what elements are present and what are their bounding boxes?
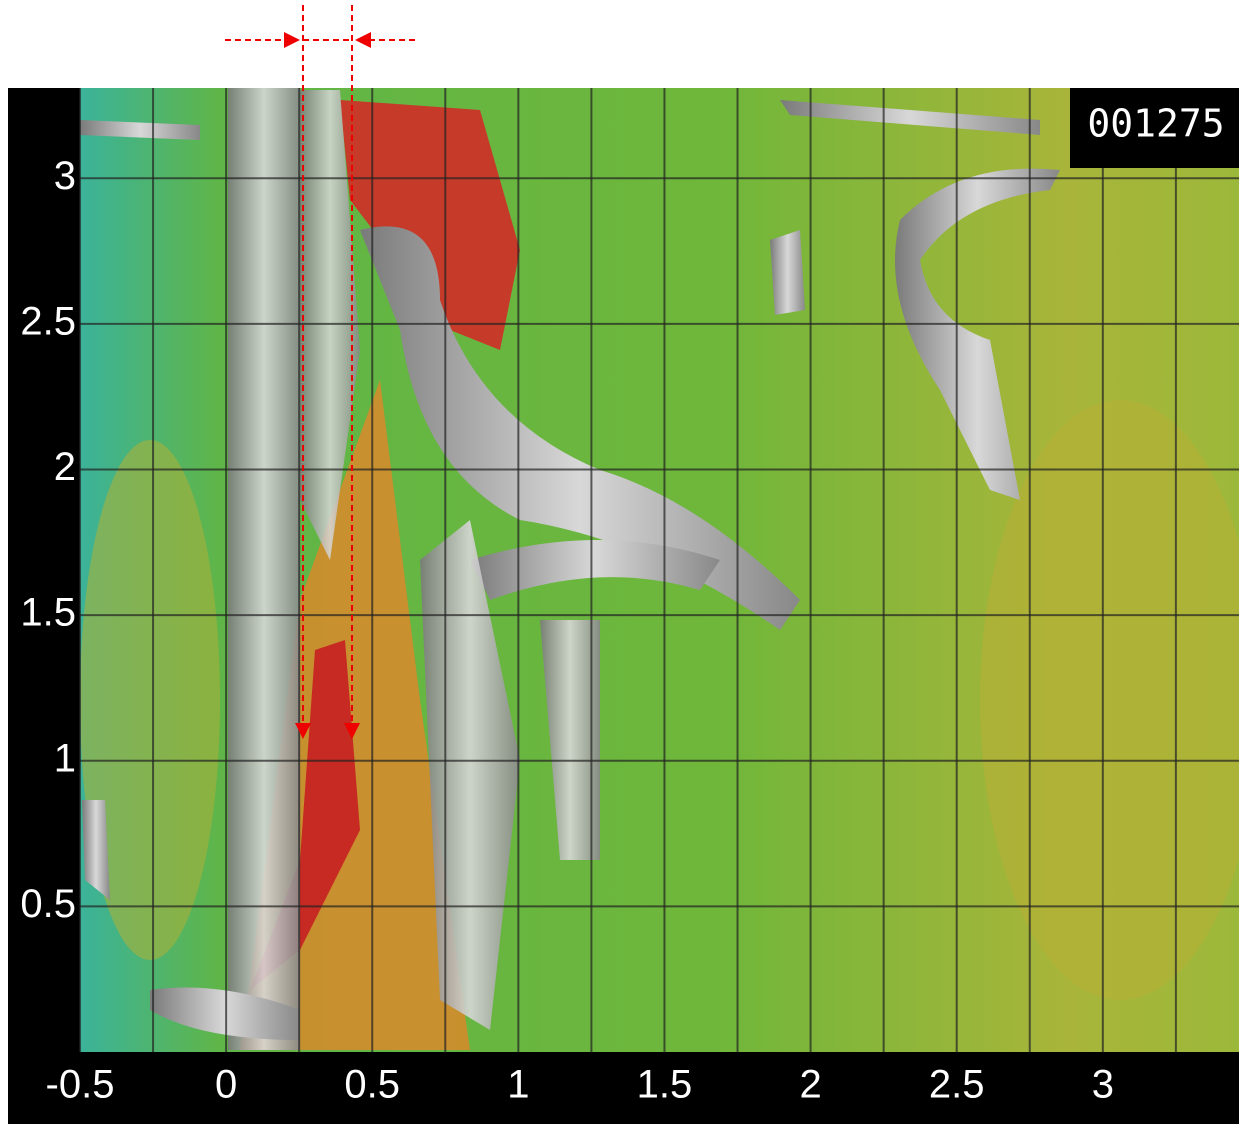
x-tick-label: 0.5 (344, 1063, 400, 1107)
y-tick-label: 1 (54, 736, 76, 780)
x-tick-label: 1 (507, 1063, 529, 1107)
figure: 001275 -0.5 0 0.5 1 1.5 2 2.5 3 0.5 1 1.5 2 2.5 3 (0, 0, 1239, 1124)
x-tick-label: 2 (799, 1063, 821, 1107)
x-tick-label: 0 (215, 1063, 237, 1107)
y-tick-label: 2 (54, 445, 76, 489)
y-tick-label: 0.5 (20, 882, 76, 926)
y-tick-label: 2.5 (20, 299, 76, 343)
x-tick-label: 1.5 (637, 1063, 693, 1107)
x-tick-label: 3 (1092, 1063, 1114, 1107)
frame-counter: 001275 (1087, 102, 1224, 146)
vortex-structure (770, 230, 805, 315)
y-tick-label: 3 (54, 154, 76, 198)
x-axis-band (8, 1052, 1239, 1124)
x-tick-label: -0.5 (46, 1063, 115, 1107)
x-tick-label: 2.5 (929, 1063, 985, 1107)
plot-area: 001275 (80, 88, 1239, 1052)
y-tick-label: 1.5 (20, 591, 76, 635)
